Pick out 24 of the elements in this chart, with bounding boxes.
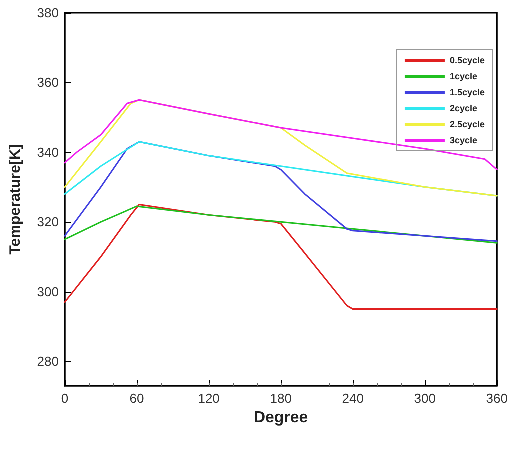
legend-label: 3cycle xyxy=(450,136,478,146)
line-series xyxy=(64,204,498,310)
x-tick-label: 120 xyxy=(198,391,220,406)
y-tick-label: 320 xyxy=(37,214,59,230)
x-axis-title: Degree xyxy=(254,409,308,426)
y-axis-title: Temperature[K] xyxy=(7,144,24,255)
legend-label: 1cycle xyxy=(450,72,478,82)
legend-label: 1.5cycle xyxy=(450,88,486,98)
x-tick-label: 300 xyxy=(414,391,436,406)
x-tick-label: 60 xyxy=(130,391,144,406)
line-series xyxy=(64,206,498,244)
legend-label: 2cycle xyxy=(450,104,478,114)
x-tick-label: 180 xyxy=(270,391,292,406)
y-tick-label: 380 xyxy=(37,6,59,20)
y-tick-label: 300 xyxy=(37,284,59,300)
line-series xyxy=(64,99,498,171)
legend-label: 2.5cycle xyxy=(450,120,486,130)
legend-label: 0.5cycle xyxy=(450,56,486,66)
x-tick-label: 360 xyxy=(486,391,508,406)
y-tick-label: 360 xyxy=(37,75,59,90)
x-tick-label: 0 xyxy=(61,391,69,406)
x-tick-label: 240 xyxy=(342,391,364,406)
y-tick-label: 280 xyxy=(37,354,59,370)
y-tick-label: 340 xyxy=(37,144,59,160)
